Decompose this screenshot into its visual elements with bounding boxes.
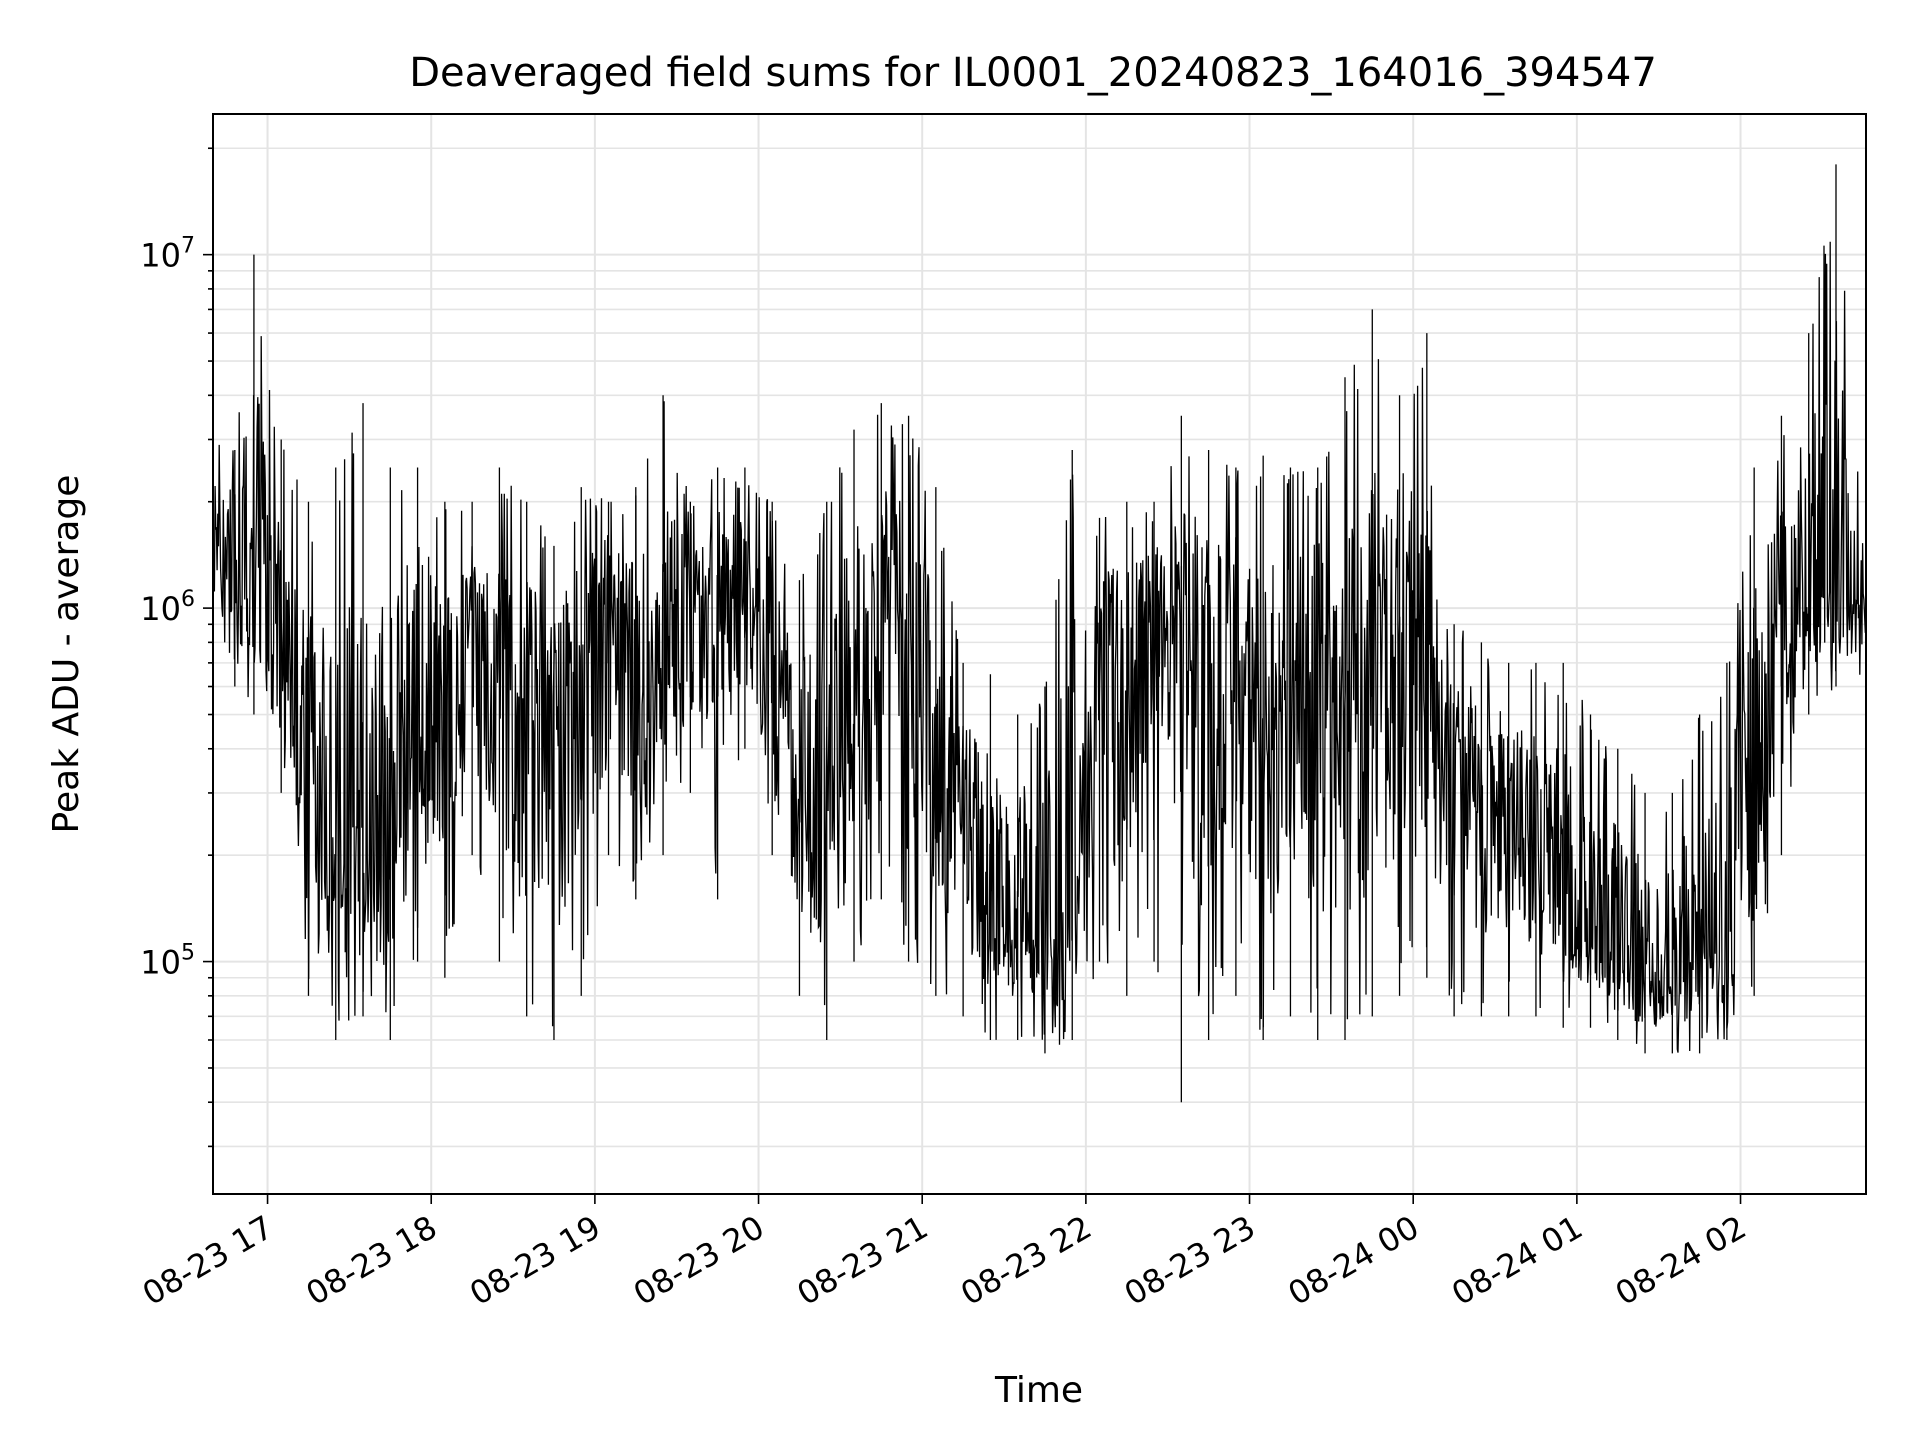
data-line-layer: [212, 164, 1867, 1103]
y-tick-label: 107: [140, 234, 195, 275]
plot-frame: [212, 113, 1867, 1195]
plot-area: [212, 113, 1867, 1195]
y-axis: 105 106 107: [140, 147, 213, 1148]
y-tick-label: 105: [140, 941, 195, 982]
x-axis-label: Time: [994, 1370, 1083, 1411]
chart-title: Deaveraged field sums for IL0001_2024082…: [409, 50, 1657, 96]
y-tick-label: 106: [140, 587, 195, 628]
y-axis-label: Peak ADU - average: [46, 475, 87, 834]
